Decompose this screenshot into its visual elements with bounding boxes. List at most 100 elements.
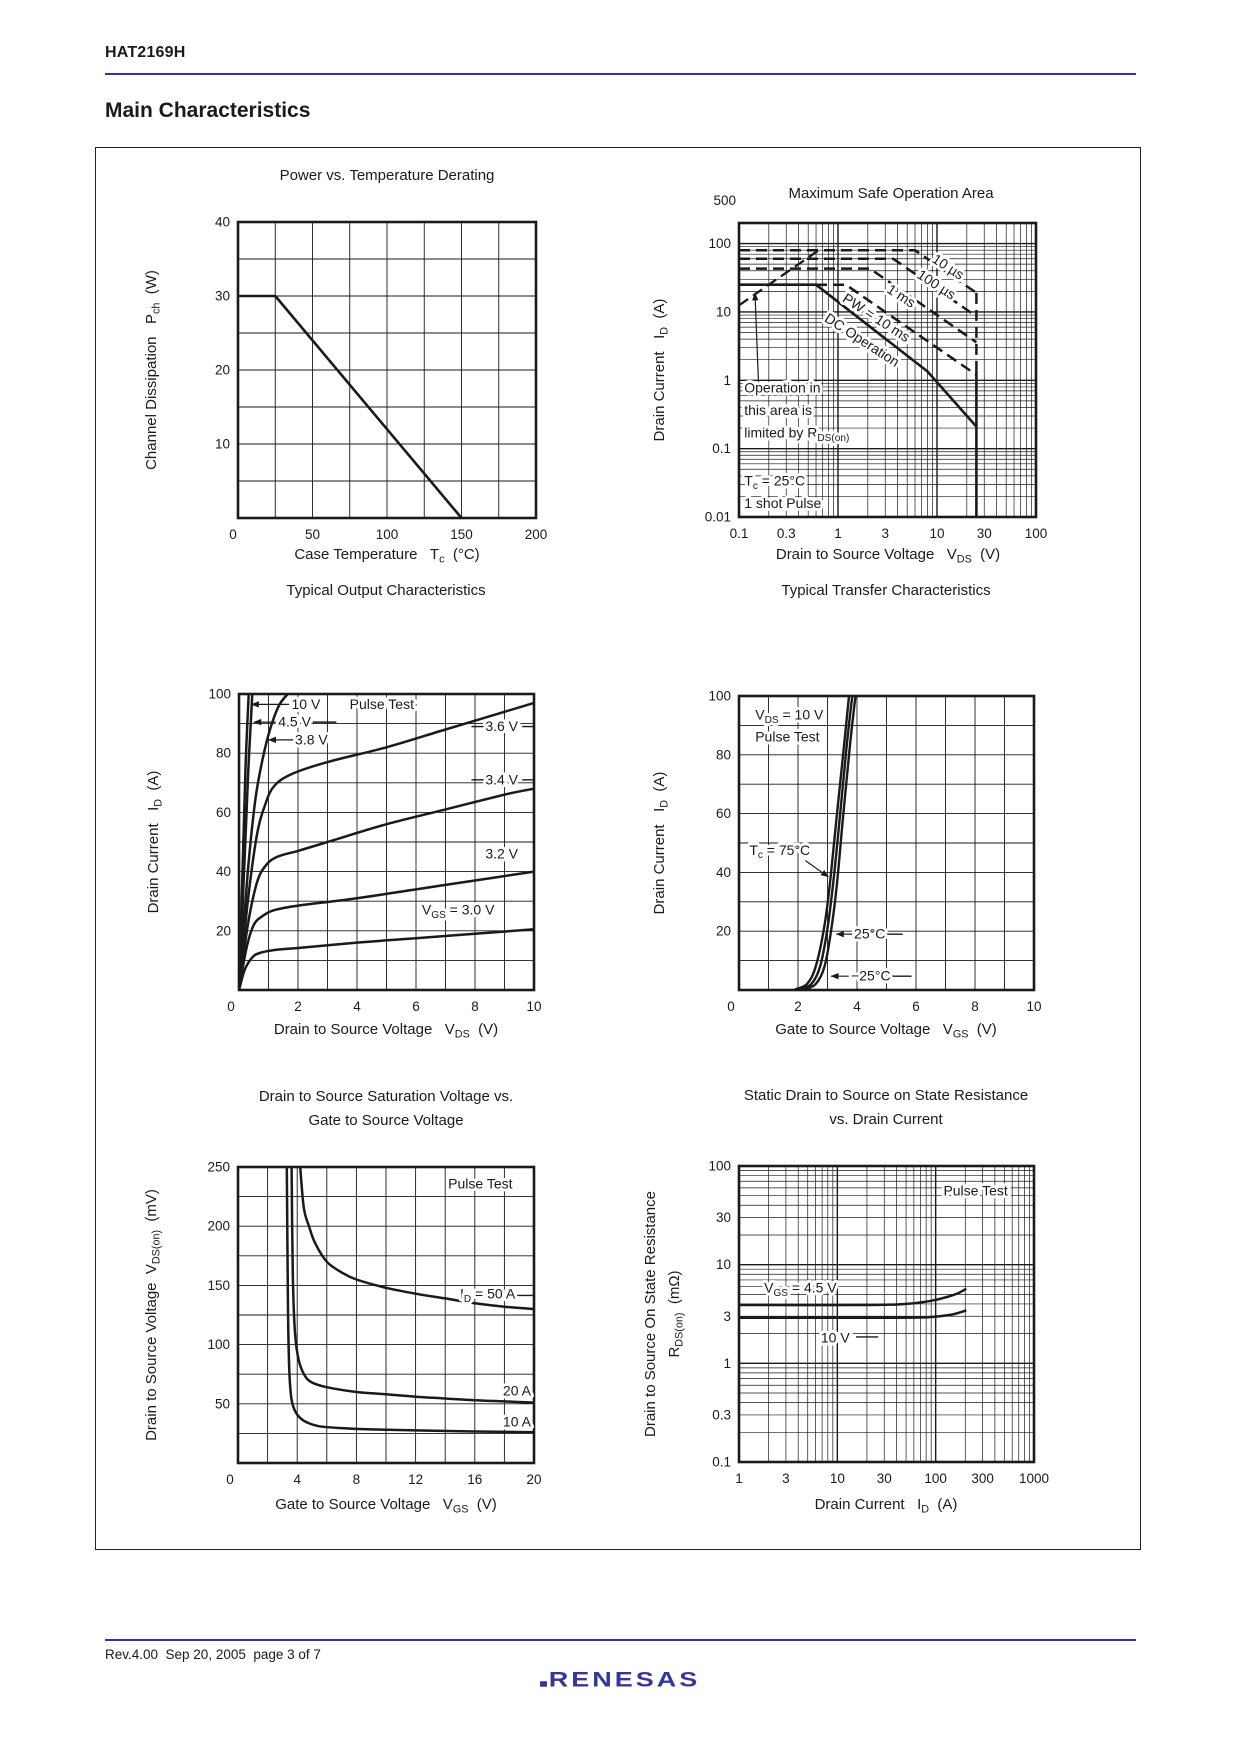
power-derating-chart-title: Power vs. Temperature Derating bbox=[280, 167, 495, 184]
power-derating-chart-y-tick: 30 bbox=[215, 289, 230, 304]
saturation-voltage-chart-y-tick: 100 bbox=[207, 1337, 230, 1352]
output-characteristics-chart-series-vgs-3.2v bbox=[238, 870, 535, 991]
output-characteristics-chart-frame bbox=[237, 692, 536, 992]
transfer-characteristics-chart-x-tick: 4 bbox=[853, 999, 861, 1014]
soa-chart-x-tick: 10 bbox=[929, 526, 944, 541]
power-derating-chart-x-tick: 0 bbox=[229, 527, 237, 542]
saturation-voltage-chart: 0 4 8 12 16 20 50 100 150 200 250 Gate to Source Vo… bbox=[143, 1088, 542, 1516]
soa-chart-series-pw-10ms bbox=[816, 283, 978, 376]
output-characteristics-chart-annotation: 3.6 V bbox=[485, 718, 518, 734]
soa-chart-series-pw-10us bbox=[739, 248, 978, 294]
saturation-voltage-chart-y-tick: 200 bbox=[207, 1219, 230, 1234]
saturation-voltage-chart-y-tick: 150 bbox=[207, 1278, 230, 1293]
soa-chart-series-pw-1ms bbox=[739, 267, 978, 344]
part-number: HAT2169H bbox=[105, 44, 186, 61]
power-derating-chart-x-tick: 200 bbox=[525, 527, 548, 542]
saturation-voltage-chart-x-tick: 20 bbox=[526, 1472, 541, 1487]
output-characteristics-chart-annotation: VGS = 3.0 V bbox=[422, 902, 495, 921]
soa-chart-y-axis-title: Drain Current ID (A) bbox=[651, 299, 671, 442]
soa-chart-annotation: 1 ms bbox=[884, 281, 918, 311]
saturation-voltage-chart-annotation: 20 A bbox=[503, 1383, 532, 1399]
transfer-characteristics-chart-x-tick: 6 bbox=[912, 999, 920, 1014]
transfer-characteristics-chart-y-axis-title: Drain Current ID (A) bbox=[651, 772, 671, 915]
output-characteristics-chart-annotation: 3.2 V bbox=[485, 845, 518, 861]
saturation-voltage-chart-x-tick: 0 bbox=[226, 1472, 234, 1487]
output-characteristics-chart-title: Typical Output Characteristics bbox=[286, 582, 485, 599]
soa-chart-x-tick: 1 bbox=[834, 526, 842, 541]
soa-chart-annotation: Tc = 25°C bbox=[744, 472, 805, 491]
soa-chart-y-tick: 0.1 bbox=[712, 441, 731, 456]
on-resistance-chart-y-tick: 3 bbox=[723, 1309, 731, 1324]
on-resistance-chart-x-tick: 10 bbox=[830, 1471, 845, 1486]
saturation-voltage-chart-x-tick: 16 bbox=[467, 1472, 482, 1487]
on-resistance-chart-annotation: VGS = 4.5 V bbox=[764, 1280, 837, 1299]
saturation-voltage-chart-x-tick: 4 bbox=[293, 1472, 301, 1487]
output-characteristics-chart-y-axis-title: Drain Current ID (A) bbox=[145, 771, 165, 914]
on-resistance-chart-annotation: 10 V bbox=[821, 1330, 850, 1346]
on-resistance-chart-y-axis-title: Drain to Source On State Resistance bbox=[642, 1191, 659, 1437]
revision-text: Rev.4.00 Sep 20, 2005 page 3 of 7 bbox=[105, 1647, 321, 1662]
output-characteristics-chart-y-tick: 60 bbox=[216, 805, 231, 820]
transfer-characteristics-chart-annotation: −25°C bbox=[851, 968, 890, 984]
on-resistance-chart-y-tick: 30 bbox=[716, 1210, 731, 1225]
saturation-voltage-chart-series-id-50a bbox=[298, 1166, 535, 1311]
saturation-voltage-chart-y-axis-title: Drain to Source Voltage VDS(on) (mV) bbox=[143, 1189, 163, 1441]
soa-chart-title: Maximum Safe Operation Area bbox=[788, 185, 994, 202]
saturation-voltage-chart-title: Gate to Source Voltage bbox=[308, 1112, 463, 1129]
output-characteristics-chart-annotation: 3.8 V bbox=[295, 731, 328, 747]
on-resistance-chart-y-tick: 0.3 bbox=[712, 1407, 731, 1422]
transfer-characteristics-chart-series-tc-75c bbox=[794, 695, 851, 991]
output-characteristics-chart-annotation: 3.4 V bbox=[485, 771, 518, 787]
power-derating-chart-y-tick: 10 bbox=[215, 437, 230, 452]
saturation-voltage-chart-series-id-10a bbox=[285, 1166, 535, 1434]
power-derating-chart-x-tick: 50 bbox=[305, 527, 320, 542]
on-resistance-chart-x-axis-title: Drain Current ID (A) bbox=[815, 1496, 958, 1516]
output-characteristics-chart-x-tick: 0 bbox=[227, 999, 235, 1014]
transfer-characteristics-chart-annotation: 25°C bbox=[854, 926, 885, 942]
transfer-characteristics-chart-y-tick: 20 bbox=[716, 924, 731, 939]
on-resistance-chart-title: vs. Drain Current bbox=[829, 1111, 943, 1128]
output-characteristics-chart-series-vgs-3.6v bbox=[238, 701, 535, 991]
soa-chart-annotation: this area is bbox=[744, 402, 812, 418]
transfer-characteristics-chart-series-tc-25c bbox=[798, 695, 854, 991]
saturation-voltage-chart-annotation: 10 A bbox=[503, 1413, 532, 1429]
soa-chart-y-tick: 10 bbox=[716, 304, 731, 319]
saturation-voltage-chart-x-tick: 8 bbox=[353, 1472, 361, 1487]
output-characteristics-chart-annotation: 10 V bbox=[292, 696, 321, 712]
output-characteristics-chart-x-tick: 8 bbox=[471, 999, 479, 1014]
transfer-characteristics-chart-x-tick: 8 bbox=[971, 999, 979, 1014]
soa-chart-x-tick: 100 bbox=[1025, 526, 1048, 541]
output-characteristics-chart-y-tick: 40 bbox=[216, 864, 231, 879]
on-resistance-chart-x-tick: 1 bbox=[735, 1471, 743, 1486]
transfer-characteristics-chart-x-tick: 2 bbox=[794, 999, 802, 1014]
transfer-characteristics-chart-y-tick: 60 bbox=[716, 806, 731, 821]
soa-chart-annotation: Operation in bbox=[744, 380, 820, 396]
on-resistance-chart-y-axis-title: RDS(on) (mΩ) bbox=[666, 1270, 686, 1357]
saturation-voltage-chart-title: Drain to Source Saturation Voltage vs. bbox=[259, 1088, 513, 1105]
output-characteristics-chart-series-vgs-3.8v bbox=[238, 693, 289, 991]
soa-chart-y-tick: 0.01 bbox=[705, 510, 731, 525]
soa-chart-series-pw-100us bbox=[739, 257, 978, 318]
renesas-logo: RENESAS bbox=[539, 1668, 701, 1692]
on-resistance-chart-x-tick: 300 bbox=[971, 1471, 994, 1486]
saturation-voltage-chart-x-tick: 12 bbox=[408, 1472, 423, 1487]
soa-chart-frame bbox=[737, 221, 1038, 519]
soa-chart-y-tick: 100 bbox=[708, 236, 731, 251]
power-derating-chart-y-tick: 20 bbox=[215, 363, 230, 378]
output-characteristics-chart-series-vgs-3.4v bbox=[238, 787, 535, 991]
output-characteristics-chart-y-tick: 20 bbox=[216, 923, 231, 938]
output-characteristics-chart-x-tick: 10 bbox=[526, 999, 541, 1014]
output-characteristics-chart: 0 2 4 6 8 10 20 40 60 80 100 Drain to Source Voltag… bbox=[145, 582, 542, 1041]
power-derating-chart-x-axis-title: Case Temperature Tc (°C) bbox=[294, 546, 479, 566]
output-characteristics-chart-y-tick: 100 bbox=[208, 687, 231, 702]
transfer-characteristics-chart: 0 2 4 6 8 10 20 40 60 80 100 Gate to Source Voltage… bbox=[651, 582, 1042, 1041]
output-characteristics-chart-x-tick: 6 bbox=[412, 999, 420, 1014]
logo-text: RENESAS bbox=[548, 1668, 701, 1692]
soa-chart-annotation: limited by RDS(on) bbox=[744, 425, 849, 444]
power-derating-chart-y-tick: 40 bbox=[215, 215, 230, 230]
page-title: Main Characteristics bbox=[105, 99, 311, 122]
soa-chart-x-tick: 0.1 bbox=[730, 526, 749, 541]
on-resistance-chart-y-tick: 100 bbox=[708, 1159, 731, 1174]
